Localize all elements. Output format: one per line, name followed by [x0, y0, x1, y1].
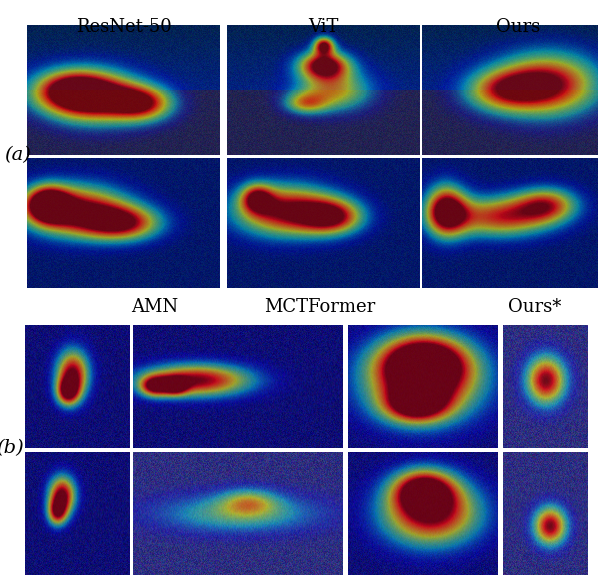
Text: (b): (b) — [0, 439, 24, 457]
Text: ViT: ViT — [309, 18, 338, 36]
Text: Ours: Ours — [496, 18, 541, 36]
Text: (a): (a) — [5, 146, 32, 164]
Text: ResNet-50: ResNet-50 — [75, 18, 172, 36]
Text: MCTFormer: MCTFormer — [264, 298, 376, 316]
Text: Ours*: Ours* — [508, 298, 562, 316]
Text: AMN: AMN — [132, 298, 179, 316]
